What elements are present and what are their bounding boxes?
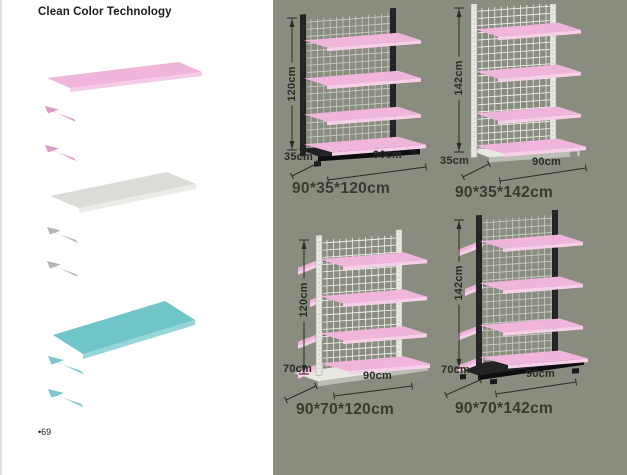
- width-dimension-label: 90cm: [363, 370, 392, 382]
- product-size-label: 90*70*120cm: [296, 401, 395, 418]
- page-number: •69: [38, 427, 52, 437]
- height-dimension-label: 142cm: [453, 56, 465, 100]
- shelf-components-illustration: [45, 62, 202, 408]
- depth-dimension-label: 35cm: [284, 151, 313, 163]
- product-size-label: 90*35*142cm: [455, 184, 554, 201]
- product-size-label: 90*70*142cm: [455, 400, 554, 417]
- width-dimension-label: 90cm: [373, 149, 402, 161]
- shelf-unit-illustration: [444, 210, 588, 399]
- height-dimension-label: 120cm: [286, 62, 298, 106]
- product-cell: 142cm 70cm 90cm 90*70*142cm: [438, 210, 596, 434]
- shelf-unit-illustration: [287, 7, 427, 184]
- depth-dimension-label: 70cm: [283, 363, 312, 375]
- clean-color-panel: Clean Color Technology •69: [0, 0, 273, 475]
- depth-dimension-label: 35cm: [440, 155, 469, 167]
- page-title: Clean Color Technology: [38, 6, 172, 18]
- height-dimension-label: 142cm: [453, 261, 465, 305]
- product-cell: 142cm 35cm 90cm 90*35*142cm: [438, 4, 596, 209]
- product-grid: 120cm 35cm 90cm 90*35*120cm 142cm 35cm 9…: [273, 0, 627, 475]
- height-dimension-label: 120cm: [298, 278, 310, 322]
- shelf-unit-illustration: [284, 229, 430, 404]
- product-cell: 120cm 70cm 90cm 90*70*120cm: [280, 222, 430, 436]
- shelf-unit-illustration: [454, 4, 588, 185]
- depth-dimension-label: 70cm: [441, 364, 470, 376]
- width-dimension-label: 90cm: [526, 368, 555, 380]
- product-cell: 120cm 35cm 90cm 90*35*120cm: [280, 4, 430, 209]
- product-size-label: 90*35*120cm: [292, 180, 391, 197]
- width-dimension-label: 90cm: [532, 156, 561, 168]
